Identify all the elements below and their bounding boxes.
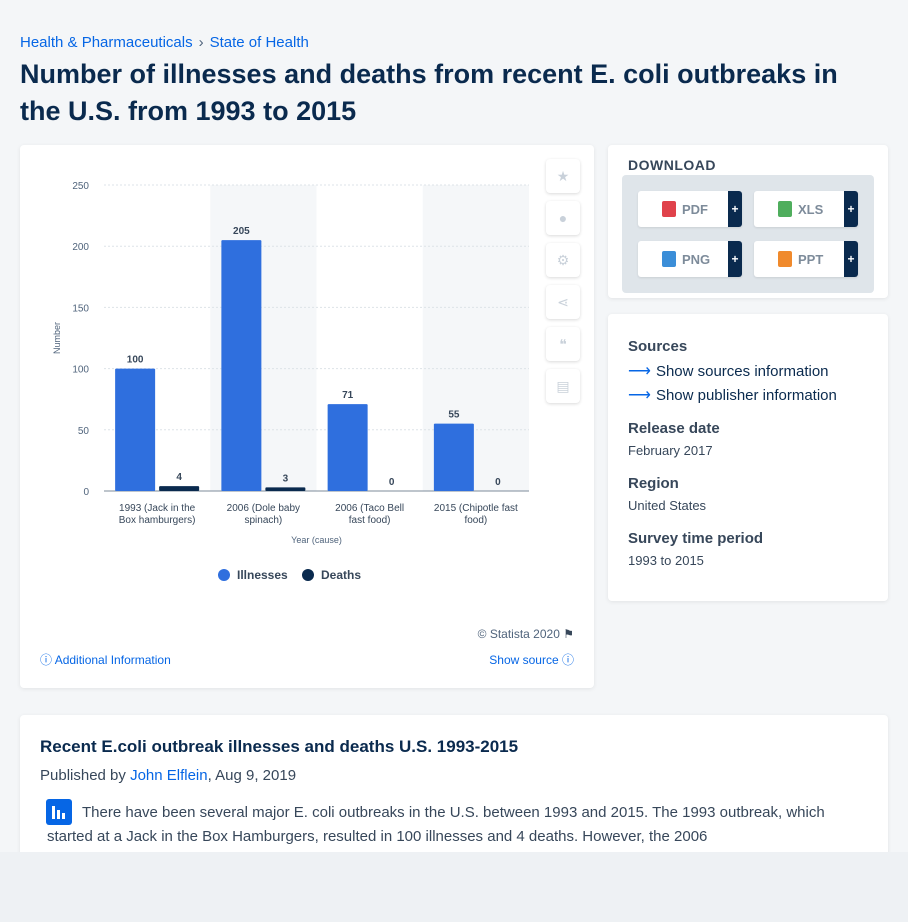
legend-label-deaths: Deaths bbox=[321, 568, 361, 582]
data-label: 55 bbox=[448, 410, 460, 421]
arrow-right-icon: ⟶ bbox=[628, 387, 651, 404]
data-label: 100 bbox=[127, 355, 144, 366]
x-tick-label: 1993 (Jack in the bbox=[119, 503, 196, 514]
bar-illnesses bbox=[221, 240, 262, 491]
png-label: PNG bbox=[682, 251, 711, 267]
show-publisher-link[interactable]: ⟶ Show publisher information bbox=[628, 385, 837, 405]
info-icon: ⓘ bbox=[40, 653, 53, 667]
ppt-label: PPT bbox=[798, 251, 824, 267]
sources-heading: Sources bbox=[628, 338, 688, 355]
bar-deaths bbox=[265, 487, 306, 491]
show-source-label: Show source bbox=[489, 653, 559, 667]
survey-period-value: 1993 to 2015 bbox=[628, 553, 704, 568]
x-tick-label: spinach) bbox=[244, 515, 282, 526]
x-axis-label: Year (cause) bbox=[291, 535, 342, 545]
download-card: DOWNLOAD PDF + XLS + PNG + PPT + bbox=[608, 145, 888, 298]
x-tick-label: fast food) bbox=[349, 515, 391, 526]
breadcrumb: Health & Pharmaceuticals › State of Health bbox=[20, 34, 309, 51]
page-title: Number of illnesses and deaths from rece… bbox=[20, 59, 838, 126]
pdf-file-icon bbox=[662, 201, 676, 217]
author-link[interactable]: John Elflein bbox=[130, 767, 208, 784]
y-tick-label: 150 bbox=[72, 303, 89, 314]
article-title: Recent E.coli outbreak illnesses and dea… bbox=[40, 737, 519, 756]
y-axis-label: Number bbox=[52, 322, 62, 354]
show-sources-label: Show sources information bbox=[655, 362, 829, 380]
flag-icon[interactable]: ⚑ bbox=[563, 627, 574, 641]
x-tick-label: 2015 (Chipotle fast bbox=[434, 503, 518, 514]
plus-icon[interactable]: + bbox=[844, 241, 858, 277]
y-tick-label: 50 bbox=[78, 426, 90, 437]
statistic-icon bbox=[46, 799, 72, 825]
y-tick-label: 250 bbox=[72, 181, 89, 192]
share-icon[interactable]: ⋖ bbox=[546, 285, 580, 319]
x-tick-label: 2006 (Taco Bell bbox=[335, 503, 404, 514]
data-label: 3 bbox=[283, 473, 289, 484]
plus-icon[interactable]: + bbox=[728, 241, 742, 277]
data-label: 0 bbox=[389, 477, 395, 488]
chart-copyright: © Statista 2020 ⚑ bbox=[478, 627, 574, 641]
bar-illnesses bbox=[433, 423, 474, 491]
additional-information-label: Additional Information bbox=[54, 653, 171, 667]
copyright-text: © Statista 2020 bbox=[477, 627, 560, 641]
release-date-value: February 2017 bbox=[628, 443, 713, 458]
additional-information-link[interactable]: ⓘ Additional Information bbox=[40, 651, 171, 668]
download-title: DOWNLOAD bbox=[628, 157, 716, 173]
gear-icon[interactable]: ⚙ bbox=[546, 243, 580, 277]
article-body: There have been several major E. coli ou… bbox=[47, 804, 825, 845]
png-file-icon bbox=[662, 251, 676, 267]
xls-file-icon bbox=[778, 201, 792, 217]
x-tick-label: food) bbox=[464, 515, 487, 526]
bottom-ad-bar bbox=[0, 852, 908, 922]
data-label: 71 bbox=[342, 390, 354, 401]
bar-illnesses bbox=[327, 404, 368, 491]
download-png-button[interactable]: PNG + bbox=[638, 241, 742, 277]
survey-period-heading: Survey time period bbox=[628, 530, 764, 547]
legend-label-illnesses: Illnesses bbox=[237, 568, 288, 582]
quote-icon[interactable]: ❝ bbox=[546, 327, 580, 361]
region-value: United States bbox=[628, 498, 707, 513]
data-label: 205 bbox=[233, 226, 250, 237]
show-publisher-label: Show publisher information bbox=[655, 386, 837, 404]
bar-illnesses bbox=[115, 368, 156, 491]
star-icon[interactable]: ★ bbox=[546, 159, 580, 193]
download-panel: PDF + XLS + PNG + PPT + bbox=[622, 175, 874, 293]
pdf-label: PDF bbox=[682, 201, 708, 217]
x-tick-label: 2006 (Dole baby bbox=[227, 503, 300, 514]
y-tick-label: 0 bbox=[83, 487, 89, 498]
chart-card: 0 50 100 150 200 250 Number 100 4 1993 (Jack in t… bbox=[20, 145, 594, 688]
info-icon: ⓘ bbox=[561, 653, 574, 667]
print-icon[interactable]: ▤ bbox=[546, 369, 580, 403]
breadcrumb-item-state-of-health[interactable]: State of Health bbox=[209, 34, 309, 51]
download-ppt-button[interactable]: PPT + bbox=[754, 241, 858, 277]
download-xls-button[interactable]: XLS + bbox=[754, 191, 858, 227]
bell-icon[interactable]: ● bbox=[546, 201, 580, 235]
ppt-file-icon bbox=[778, 251, 792, 267]
breadcrumb-separator-icon: › bbox=[198, 34, 204, 51]
legend-marker-illnesses bbox=[218, 569, 230, 581]
metadata-card: Sources ⟶ Show sources information ⟶ Show … bbox=[608, 314, 888, 601]
y-tick-label: 100 bbox=[72, 365, 89, 376]
legend-marker-deaths bbox=[302, 569, 314, 581]
region-heading: Region bbox=[628, 475, 679, 492]
show-source-link[interactable]: Show source ⓘ bbox=[489, 651, 574, 668]
data-label: 4 bbox=[176, 472, 182, 483]
published-date: , Aug 9, 2019 bbox=[207, 767, 297, 784]
arrow-right-icon: ⟶ bbox=[628, 363, 651, 380]
chart-toolbar: ★ ● ⚙ ⋖ ❝ ▤ bbox=[546, 159, 582, 411]
article-published: Published by John Elflein, Aug 9, 2019 bbox=[40, 767, 296, 784]
y-tick-label: 200 bbox=[72, 242, 89, 253]
show-sources-link[interactable]: ⟶ Show sources information bbox=[628, 361, 829, 381]
bar-deaths bbox=[159, 486, 200, 491]
release-date-heading: Release date bbox=[628, 420, 720, 437]
download-pdf-button[interactable]: PDF + bbox=[638, 191, 742, 227]
data-label: 0 bbox=[495, 477, 501, 488]
bar-chart: 0 50 100 150 200 250 Number 100 4 1993 (Jack in t… bbox=[52, 181, 529, 582]
published-prefix: Published by bbox=[40, 767, 131, 784]
xls-label: XLS bbox=[798, 201, 824, 217]
plus-icon[interactable]: + bbox=[844, 191, 858, 227]
breadcrumb-item-health[interactable]: Health & Pharmaceuticals bbox=[20, 34, 193, 51]
x-tick-label: Box hamburgers) bbox=[119, 515, 196, 526]
plus-icon[interactable]: + bbox=[728, 191, 742, 227]
